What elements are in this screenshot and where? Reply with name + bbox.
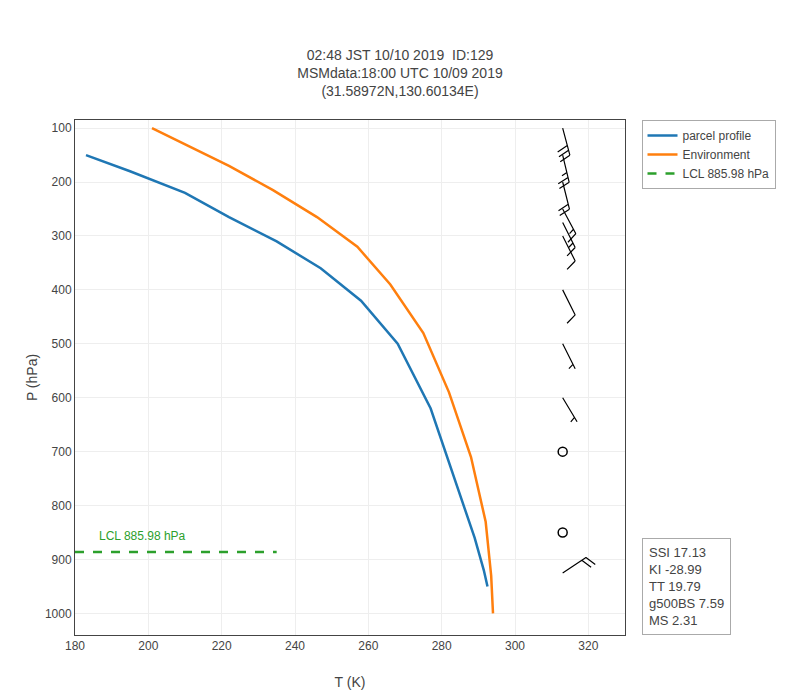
svg-text:500: 500 — [52, 337, 72, 351]
svg-text:180: 180 — [65, 639, 85, 653]
svg-text:1000: 1000 — [45, 607, 72, 621]
svg-text:300: 300 — [505, 639, 525, 653]
svg-text:200: 200 — [52, 175, 72, 189]
svg-text:02:48 JST 10/10 2019 ID:129MS: 02:48 JST 10/10 2019 ID:129MSMdata:18:00… — [297, 47, 503, 99]
svg-text:300: 300 — [52, 229, 72, 243]
svg-text:320: 320 — [578, 639, 598, 653]
svg-text:700: 700 — [52, 445, 72, 459]
svg-text:240: 240 — [285, 639, 305, 653]
svg-text:LCL 885.98 hPa: LCL 885.98 hPa — [683, 167, 770, 181]
svg-text:T (K): T (K) — [335, 674, 366, 690]
svg-text:600: 600 — [52, 391, 72, 405]
svg-text:280: 280 — [432, 639, 452, 653]
svg-text:SSI 17.13KI -28.99TT 19.79g500: SSI 17.13KI -28.99TT 19.79g500BS 7.59MS … — [649, 545, 724, 628]
svg-text:Environment: Environment — [683, 148, 751, 162]
svg-text:900: 900 — [52, 553, 72, 567]
svg-text:100: 100 — [52, 121, 72, 135]
svg-text:220: 220 — [212, 639, 232, 653]
svg-text:200: 200 — [138, 639, 158, 653]
svg-text:800: 800 — [52, 499, 72, 513]
svg-text:parcel profile: parcel profile — [683, 129, 752, 143]
svg-text:400: 400 — [52, 283, 72, 297]
svg-text:P (hPa): P (hPa) — [24, 354, 40, 401]
svg-text:260: 260 — [358, 639, 378, 653]
svg-text:LCL 885.98 hPa: LCL 885.98 hPa — [99, 529, 186, 543]
